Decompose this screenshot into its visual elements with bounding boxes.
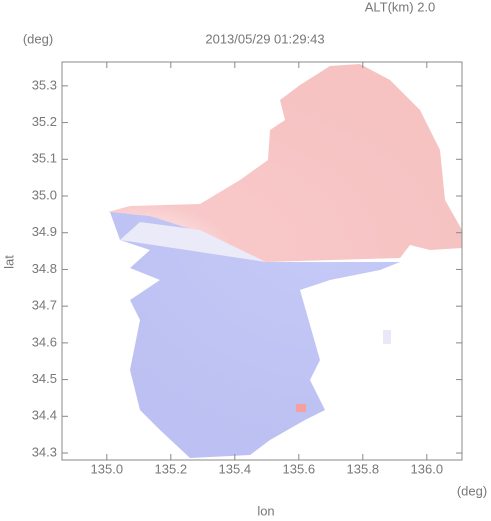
y-unit: (deg) [23,31,53,46]
y-tick-label: 34.5 [32,371,57,386]
y-tick-label: 35.0 [32,187,57,202]
x-axis-label: lon [257,503,274,518]
y-tick-label: 34.4 [32,408,57,423]
echo-patch [383,330,391,344]
y-tick-label: 34.8 [32,261,57,276]
y-tick-label: 35.3 [32,77,57,92]
y-tick-label: 35.1 [32,151,57,166]
plot-frame [61,61,463,461]
y-axis-label: lat [1,255,16,269]
altitude-label: ALT(km) 2.0 [365,0,436,14]
y-tick-label: 34.9 [32,224,57,239]
transition-region [120,222,266,262]
x-tick-label: 136.0 [411,461,444,476]
echo-patch [296,404,306,412]
x-tick-label: 135.0 [91,461,124,476]
x-tick-label: 135.6 [283,461,316,476]
y-tick-label: 34.3 [32,444,57,459]
receding-region [108,64,462,262]
y-tick-label: 35.2 [32,114,57,129]
approaching-region [110,212,400,458]
x-tick-label: 135.2 [155,461,188,476]
x-tick-label: 135.8 [347,461,380,476]
x-tick-label: 135.4 [219,461,252,476]
y-tick-label: 34.6 [32,334,57,349]
radar-field [108,64,462,458]
x-unit: (deg) [457,483,487,498]
y-tick-label: 34.7 [32,298,57,313]
chart-title: 2013/05/29 01:29:43 [205,31,324,46]
